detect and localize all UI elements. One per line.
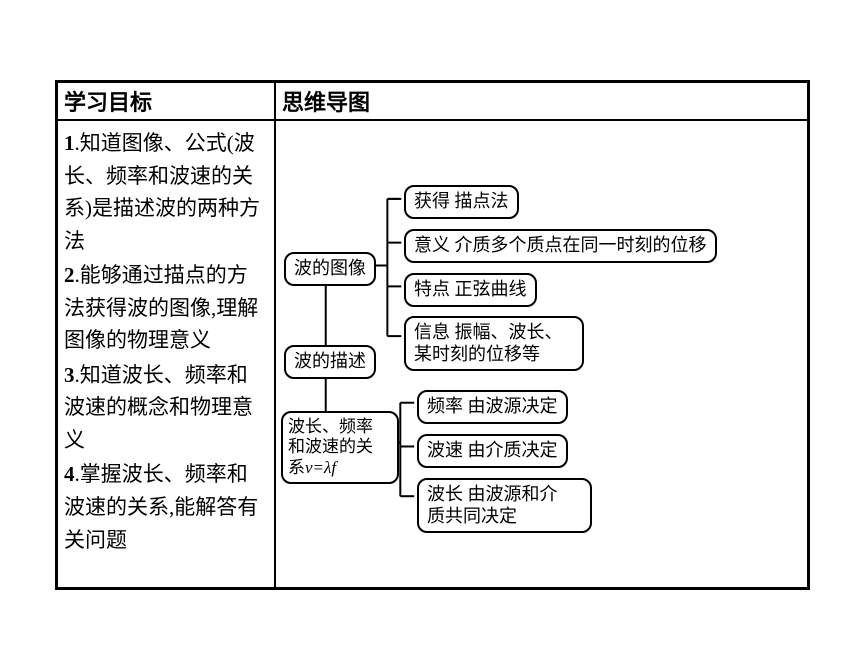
- objective-1: 1.知道图像、公式(波长、频率和波速的关系)是描述波的两种方法: [64, 127, 266, 257]
- objective-3: 3.知道波长、频率和波速的概念和物理意义: [64, 359, 266, 457]
- header-row: 学习目标 思维导图: [58, 83, 807, 121]
- objective-num: 1: [64, 131, 75, 155]
- outer-table: 学习目标 思维导图 1.知道图像、公式(波长、频率和波速的关系)是描述波的两种方…: [55, 80, 810, 590]
- objective-num: 4: [64, 462, 75, 486]
- mindmap-leaf: 特点 正弦曲线: [404, 273, 537, 307]
- mindmap-leaf: 获得 描点法: [404, 185, 519, 219]
- objective-num: 2: [64, 263, 75, 287]
- objective-text: .知道波长、频率和波速的概念和物理意义: [64, 363, 253, 452]
- mindmap-leaf: 波速 由介质决定: [417, 434, 568, 468]
- objective-text: .掌握波长、频率和波速的关系,能解答有关问题: [64, 462, 258, 551]
- header-right: 思维导图: [276, 83, 807, 119]
- branch-bottom-line2: 和波速的关: [288, 437, 373, 456]
- branch-bottom-line3: 系: [288, 458, 305, 477]
- objective-text: .知道图像、公式(波长、频率和波速的关系)是描述波的两种方法: [64, 131, 260, 253]
- mindmap-leaf: 波长 由波源和介 质共同决定: [417, 478, 592, 533]
- branch-bottom-formula: v=λf: [305, 458, 336, 477]
- objectives-panel: 1.知道图像、公式(波长、频率和波速的关系)是描述波的两种方法 2.能够通过描点…: [58, 121, 276, 587]
- objective-text: .能够通过描点的方法获得波的图像,理解图像的物理意义: [64, 263, 258, 352]
- header-left: 学习目标: [58, 83, 276, 119]
- objective-2: 2.能够通过描点的方法获得波的图像,理解图像的物理意义: [64, 259, 266, 357]
- mindmap-branch-top: 波的图像: [284, 252, 376, 286]
- objective-4: 4.掌握波长、频率和波速的关系,能解答有关问题: [64, 458, 266, 556]
- body-row: 1.知道图像、公式(波长、频率和波速的关系)是描述波的两种方法 2.能够通过描点…: [58, 121, 807, 587]
- objective-num: 3: [64, 363, 75, 387]
- mindmap-leaf: 意义 介质多个质点在同一时刻的位移: [404, 229, 717, 263]
- branch-bottom-line1: 波长、频率: [288, 417, 373, 436]
- mindmap-leaf: 频率 由波源决定: [417, 390, 568, 424]
- mindmap-branch-bottom: 波长、频率 和波速的关 系v=λf: [281, 411, 399, 484]
- mindmap-root: 波的描述: [284, 345, 376, 379]
- mindmap-leaf: 信息 振幅、波长、 某时刻的位移等: [404, 316, 584, 371]
- mindmap-panel: 波的描述 波的图像 获得 描点法 意义 介质多个质点在同一时刻的位移 特点 正弦…: [276, 121, 807, 587]
